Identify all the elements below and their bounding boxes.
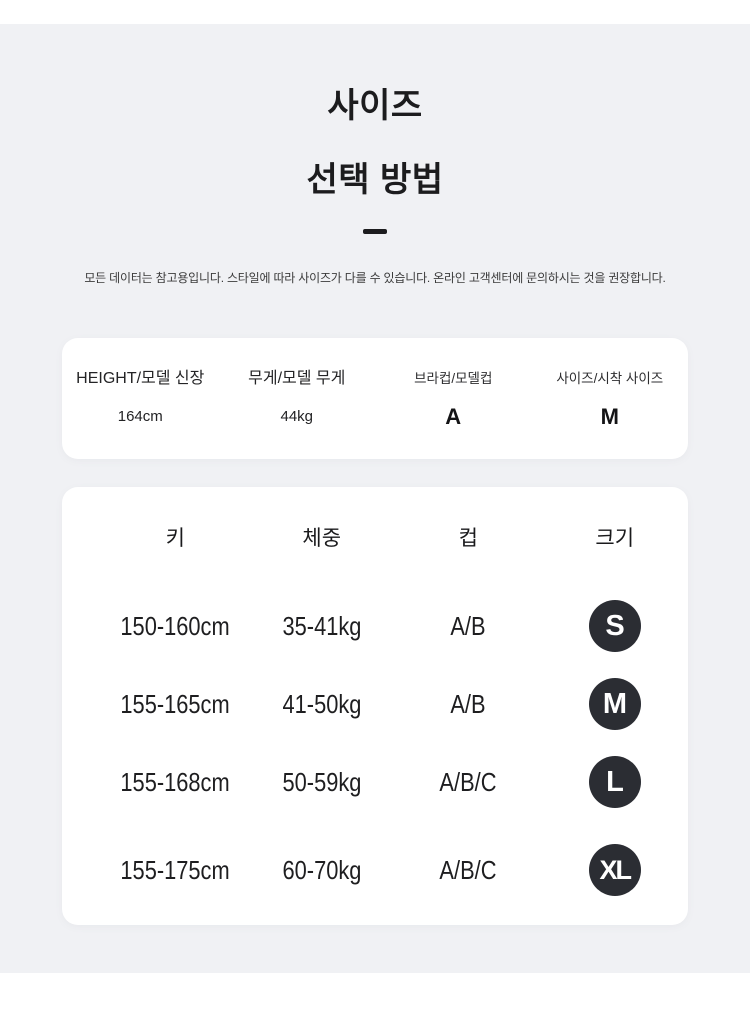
model-height-label: HEIGHT/모델 신장 [76,370,205,387]
cell-height: 155-168cm [102,767,249,798]
header-cell-cup: 컵 [458,527,478,550]
size-guide-section: 사이즈 선택 방법 모든 데이터는 참고용입니다. 스타일에 따라 사이즈가 다… [0,24,750,973]
cell-height: 155-175cm [102,855,249,886]
size-badge: S [588,600,641,652]
header-cell-weight: 체중 [302,527,342,550]
cell-height-text: 155-165cm [120,688,230,719]
header-cell-size: 크기 [595,527,635,550]
title-divider-dash [363,229,387,234]
cell-height-text: 155-175cm [120,854,230,885]
page-title-line1: 사이즈 [327,87,423,125]
cell-cup-text: A/B/C [439,854,497,885]
cell-weight: 41-50kg [249,689,396,720]
model-size-label: 사이즈/시착 사이즈 [556,371,664,386]
cell-cup-text: A/B [450,610,486,641]
size-table-header: 키 체중 컵 크기 [102,487,688,587]
model-weight-label: 무게/모델 무게 [248,370,346,387]
cell-cup: A/B/C [395,767,542,798]
table-row: 155-165cm 41-50kg A/B M [102,665,688,743]
model-col-cup: 브라컵/모델컵 A [375,368,532,430]
table-row: 150-160cm 35-41kg A/B S [102,587,688,665]
cell-cup-text: A/B/C [439,766,497,797]
cell-weight-text: 41-50kg [282,688,362,719]
cell-height-text: 150-160cm [120,610,230,641]
cell-weight: 35-41kg [249,611,396,642]
model-info-grid: HEIGHT/모델 신장 164cm 무게/모델 무게 44kg 브라컵/모델컵… [62,368,688,430]
size-badge: L [588,756,641,808]
cell-weight: 60-70kg [249,855,396,886]
cell-size: L [542,756,689,808]
cell-weight-text: 35-41kg [282,610,362,641]
header-cell-height: 키 [165,527,185,550]
bottom-white-strip [0,973,750,1015]
cell-height: 155-165cm [102,689,249,720]
table-row: 155-168cm 50-59kg A/B/C L [102,743,688,821]
model-col-height: HEIGHT/모델 신장 164cm [62,368,219,430]
cell-size: M [542,678,689,730]
cell-weight-text: 50-59kg [282,766,362,797]
cell-cup: A/B [395,689,542,720]
model-info-card: HEIGHT/모델 신장 164cm 무게/모델 무게 44kg 브라컵/모델컵… [62,338,688,459]
size-badge: XL [588,844,641,896]
model-col-size: 사이즈/시착 사이즈 M [532,368,689,430]
cell-size: XL [542,844,689,896]
model-size-value: M [600,404,619,429]
cell-cup: A/B [395,611,542,642]
model-cup-value: A [445,404,462,429]
model-col-weight: 무게/모델 무게 44kg [219,368,376,430]
model-weight-value: 44kg [280,408,314,425]
cell-size: S [542,600,689,652]
size-table-card: 키 체중 컵 크기 150-160cm 35-41kg A/B S 155-16… [62,487,688,925]
cell-height: 150-160cm [102,611,249,642]
cell-cup: A/B/C [395,855,542,886]
size-badge: M [588,678,641,730]
cell-cup-text: A/B [450,688,486,719]
disclaimer-text: 모든 데이터는 참고용입니다. 스타일에 따라 사이즈가 다를 수 있습니다. … [84,271,666,285]
table-row: 155-175cm 60-70kg A/B/C XL [102,831,688,909]
top-white-strip [0,0,750,24]
page-title-line2: 선택 방법 [306,161,444,199]
cell-weight-text: 60-70kg [282,854,362,885]
cell-height-text: 155-168cm [120,766,230,797]
cell-weight: 50-59kg [249,767,396,798]
model-height-value: 164cm [117,408,163,425]
model-cup-label: 브라컵/모델컵 [414,371,493,386]
